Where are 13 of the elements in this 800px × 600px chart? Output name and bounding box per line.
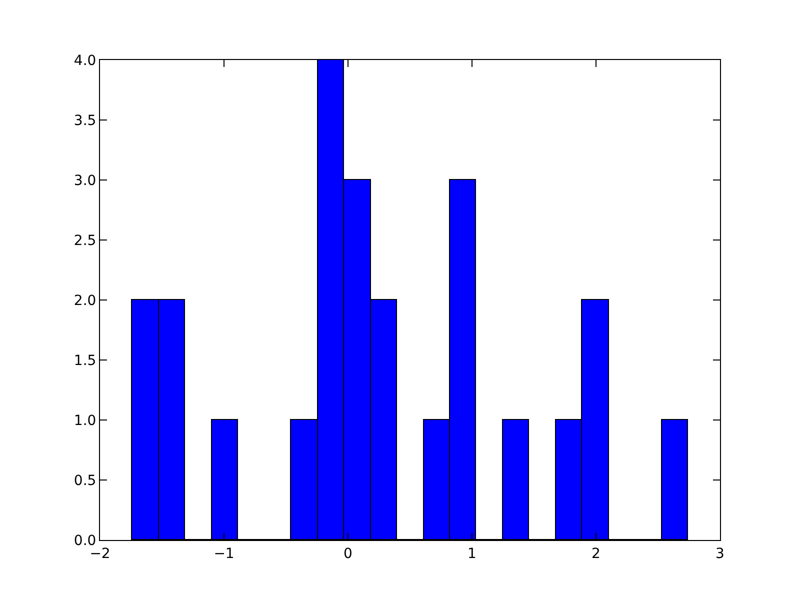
x-tick-label: 2 (592, 546, 600, 562)
x-tick-label: 1 (468, 546, 476, 562)
y-tick-label: 3.5 (74, 112, 96, 129)
y-tick-label: 2.0 (74, 292, 96, 309)
x-tick-label: −1 (214, 546, 234, 562)
y-tick-label: 1.0 (74, 412, 96, 429)
y-tick-label: 1.5 (74, 352, 96, 369)
y-tick-label: 4.0 (74, 52, 96, 69)
x-tick-label: 0 (344, 546, 352, 562)
x-tick-label: 3 (716, 546, 724, 562)
y-tick-label: 2.5 (74, 232, 96, 249)
y-tick-label: 0.5 (74, 472, 96, 489)
y-tick-label: 3.0 (74, 172, 96, 189)
